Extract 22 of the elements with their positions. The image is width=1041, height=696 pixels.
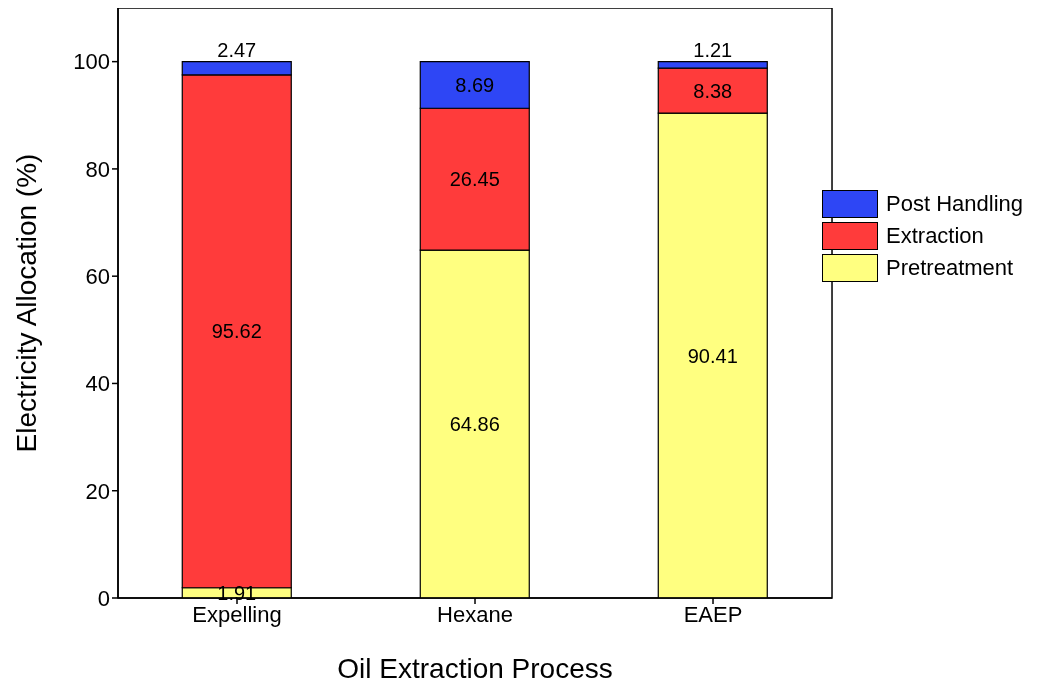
legend-label: Pretreatment xyxy=(886,255,1014,281)
data-label: 8.38 xyxy=(693,79,733,102)
data-label: 95.62 xyxy=(211,320,262,343)
x-tick-label: EAEP xyxy=(683,601,743,627)
y-tick-label: 60 xyxy=(85,263,110,289)
y-tick-label: 80 xyxy=(85,156,110,182)
data-label: 8.69 xyxy=(455,73,495,96)
data-label: 1.21 xyxy=(693,38,733,61)
y-tick-label: 100 xyxy=(73,49,110,75)
y-axis-title: Electricity Allocation (%) xyxy=(10,153,42,453)
x-tick-label: Expelling xyxy=(192,601,282,627)
y-tick-label: 0 xyxy=(97,585,110,611)
y-tick-label: 40 xyxy=(85,371,110,397)
data-label: 90.41 xyxy=(687,344,738,367)
y-tick-label: 20 xyxy=(85,478,110,504)
data-label: 2.47 xyxy=(217,38,257,61)
data-label: 64.86 xyxy=(449,413,500,436)
legend-label: Extraction xyxy=(886,223,984,249)
data-label: 26.45 xyxy=(449,168,500,191)
legend-label: Post Handling xyxy=(886,191,1023,217)
x-axis-title: Oil Extraction Process xyxy=(337,653,613,684)
x-tick-label: Hexane xyxy=(437,601,513,627)
